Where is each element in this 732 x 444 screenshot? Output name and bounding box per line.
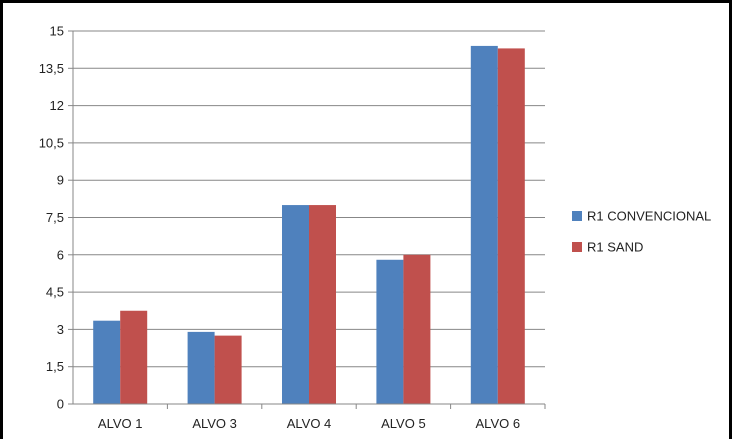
x-tick-label: ALVO 4 — [287, 416, 332, 431]
legend-swatch — [572, 211, 582, 221]
y-tick-label: 3 — [57, 322, 64, 337]
x-tick-label: ALVO 6 — [476, 416, 521, 431]
bar-r1-convencional-alvo-4 — [282, 205, 309, 404]
y-tick-label: 7,5 — [46, 210, 64, 225]
bar-r1-convencional-alvo-3 — [187, 331, 215, 404]
x-tick-label: ALVO 5 — [381, 416, 426, 431]
bar-r1-convencional-alvo-5 — [376, 259, 404, 404]
y-tick-labels: 0 1,5 3 4,5 6 7,5 9 10,5 12 13,5 15 — [39, 24, 64, 412]
bar-r1-convencional-alvo-1 — [93, 320, 121, 404]
bar-r1-convencional-alvo-6 — [470, 45, 498, 405]
bars — [93, 45, 525, 405]
legend-swatch — [572, 242, 582, 252]
legend: R1 CONVENCIONAL R1 SAND — [572, 209, 711, 255]
bar-r1-sand-alvo-6 — [497, 48, 525, 404]
y-tick-label: 10,5 — [39, 135, 64, 150]
bar-r1-sand-alvo-1 — [120, 310, 148, 404]
bar-r1-sand-alvo-4 — [309, 205, 336, 404]
y-tick-label: 6 — [57, 247, 64, 262]
bar-r1-sand-alvo-5 — [403, 254, 431, 404]
y-tick-label: 4,5 — [46, 285, 64, 300]
y-tick-label: 13,5 — [39, 61, 64, 76]
x-tick-label: ALVO 1 — [98, 416, 143, 431]
axes — [68, 30, 546, 409]
y-tick-label: 9 — [57, 173, 64, 188]
bar-r1-sand-alvo-3 — [214, 335, 242, 404]
x-tick-labels: ALVO 1 ALVO 3 ALVO 4 ALVO 5 ALVO 6 — [98, 416, 520, 431]
x-tick-label: ALVO 3 — [192, 416, 237, 431]
legend-label: R1 SAND — [587, 240, 643, 255]
y-tick-label: 12 — [50, 98, 64, 113]
legend-label: R1 CONVENCIONAL — [587, 209, 711, 224]
y-tick-label: 1,5 — [46, 359, 64, 374]
y-tick-label: 15 — [50, 24, 64, 39]
y-tick-label: 0 — [57, 397, 64, 412]
